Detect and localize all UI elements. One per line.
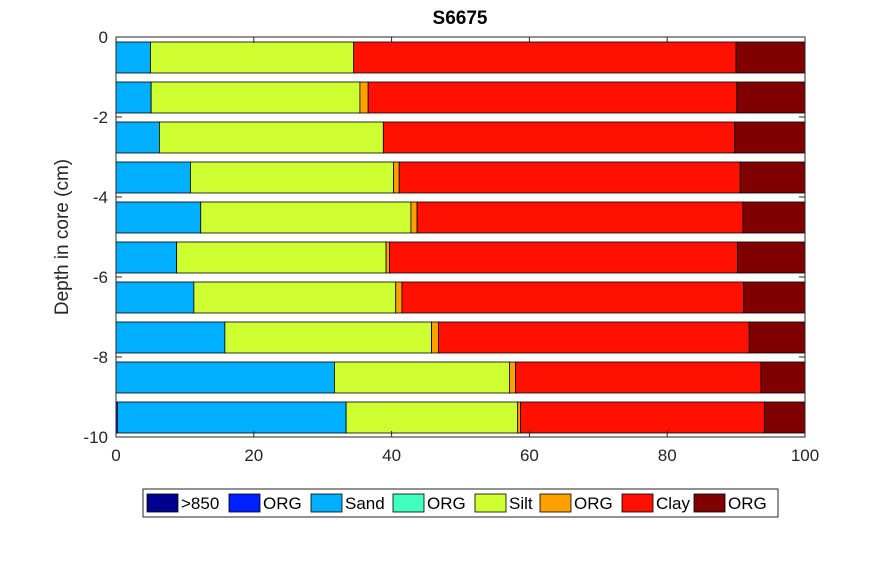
legend: >850 ORG Sand ORG Silt ORG Clay ORG (142, 488, 779, 518)
y-tick-label: -8 (93, 348, 108, 367)
bar-segment-0-7 (735, 41, 806, 74)
bar-segment-9-4 (345, 401, 519, 434)
legend-swatch (310, 493, 343, 513)
bar-segment-2-7 (734, 121, 806, 154)
bar-segment-0-6 (353, 41, 737, 74)
legend-swatch (392, 493, 425, 513)
bar-segment-1-4 (150, 81, 361, 114)
bar-segment-6-7 (743, 281, 806, 314)
bar-segment-1-6 (367, 81, 738, 114)
y-axis: 0 -2 -4 -6 -8 -10 (83, 28, 805, 447)
bar-segment-5-6 (389, 241, 738, 274)
bar-segment-3-2 (115, 161, 191, 194)
legend-label: ORG (263, 494, 302, 513)
x-tick-label: 60 (520, 446, 539, 465)
legend-swatch (474, 493, 507, 513)
bar-segment-3-6 (398, 161, 741, 194)
bar-segment-7-4 (224, 321, 432, 354)
legend-label: ORG (427, 494, 466, 513)
bar-segment-8-2 (115, 361, 335, 394)
bar-segment-5-4 (176, 241, 387, 274)
legend-label: Sand (345, 494, 385, 513)
bar-segment-3-5 (393, 161, 400, 194)
bar-segment-4-7 (742, 201, 806, 234)
legend-label: >850 (181, 494, 219, 513)
bars-layer (115, 41, 806, 434)
chart-title: S6675 (433, 8, 488, 29)
y-tick-label: -2 (93, 108, 108, 127)
bar-segment-8-7 (760, 361, 806, 394)
y-tick-label: -6 (93, 268, 108, 287)
bar-segment-9-7 (763, 401, 806, 434)
bar-segment-3-4 (190, 161, 395, 194)
bar-segment-6-6 (401, 281, 745, 314)
legend-label: Clay (656, 494, 691, 513)
bar-segment-5-2 (115, 241, 178, 274)
bar-segment-4-6 (416, 201, 744, 234)
bar-segment-6-4 (193, 281, 397, 314)
x-axis: 0 20 40 60 80 100 (111, 37, 819, 465)
y-tick-label: 0 (99, 28, 108, 47)
bar-segment-7-7 (748, 321, 806, 354)
bar-segment-0-2 (115, 41, 151, 74)
bar-segment-7-5 (431, 321, 439, 354)
legend-swatch (146, 493, 179, 513)
bar-segment-9-5 (517, 401, 521, 434)
legend-swatch (228, 493, 261, 513)
bar-segment-8-5 (509, 361, 517, 394)
bar-segment-1-7 (736, 81, 806, 114)
legend-label: ORG (728, 494, 767, 513)
legend-swatch (693, 493, 726, 513)
bar-segment-4-4 (200, 201, 412, 234)
bar-segment-5-5 (385, 241, 390, 274)
bar-segment-2-2 (115, 121, 160, 154)
bar-segment-7-6 (438, 321, 750, 354)
x-tick-label: 40 (382, 446, 401, 465)
bar-segment-2-6 (382, 121, 736, 154)
bar-segment-4-5 (410, 201, 418, 234)
bar-segment-6-5 (395, 281, 403, 314)
bar-segment-1-5 (359, 81, 369, 114)
y-tick-label: -10 (83, 428, 108, 447)
bar-segment-5-7 (737, 241, 806, 274)
legend-label: ORG (574, 494, 613, 513)
x-tick-label: 0 (111, 446, 120, 465)
bar-segment-9-6 (520, 401, 765, 434)
x-tick-label: 80 (658, 446, 677, 465)
y-axis-title: Depth in core (cm) (52, 159, 73, 315)
bar-segment-8-4 (334, 361, 510, 394)
bar-segment-4-2 (115, 201, 202, 234)
x-tick-label: 20 (244, 446, 263, 465)
bar-segment-9-2 (116, 401, 347, 434)
y-tick-label: -4 (93, 188, 108, 207)
x-tick-label: 100 (791, 446, 819, 465)
bar-segment-0-4 (150, 41, 355, 74)
bar-segment-1-2 (115, 81, 152, 114)
legend-label: Silt (509, 494, 533, 513)
legend-swatch (539, 493, 572, 513)
bar-segment-7-2 (115, 321, 226, 354)
bar-segment-6-2 (115, 281, 195, 314)
bar-segment-8-6 (515, 361, 762, 394)
legend-swatch (621, 493, 654, 513)
bar-segment-3-7 (739, 161, 806, 194)
bar-segment-2-4 (159, 121, 384, 154)
plot-frame (115, 36, 806, 438)
